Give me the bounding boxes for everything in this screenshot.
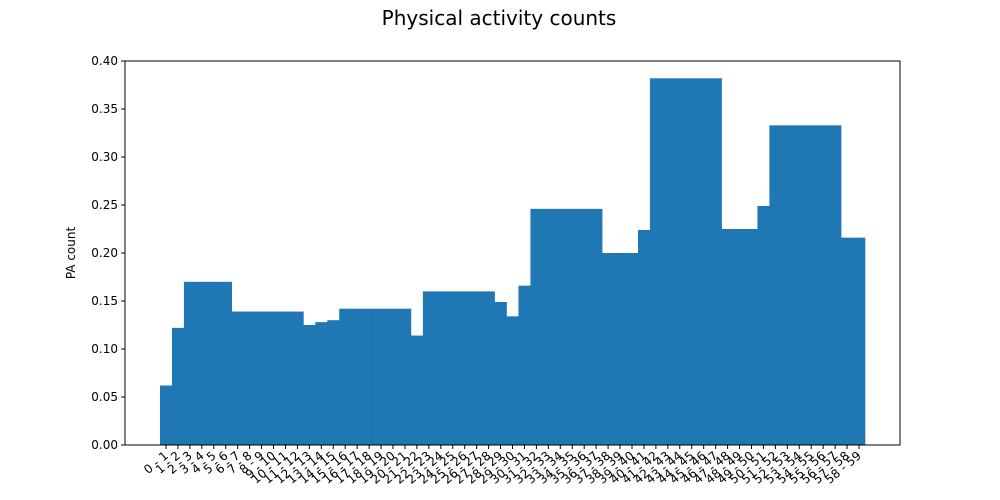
bar-42 xyxy=(661,78,675,445)
bar-41 xyxy=(649,78,663,445)
bar-40 xyxy=(637,229,651,445)
bar-29 xyxy=(506,316,519,445)
bar-15 xyxy=(339,308,352,445)
bar-46 xyxy=(709,78,722,445)
chart-title: Physical activity counts xyxy=(382,6,617,30)
y-tick-label: 0.15 xyxy=(91,294,118,308)
bar-32 xyxy=(542,208,555,445)
bar-10 xyxy=(279,311,292,445)
bar-57 xyxy=(841,237,854,445)
bar-1 xyxy=(171,327,185,445)
bar-20 xyxy=(398,308,412,445)
bar-39 xyxy=(626,253,639,445)
bar-8 xyxy=(255,311,268,445)
bar-47 xyxy=(721,229,734,445)
bar-18 xyxy=(375,308,388,445)
bar-7 xyxy=(243,311,256,445)
bar-2 xyxy=(183,281,197,445)
bar-19 xyxy=(387,308,400,445)
bar-43 xyxy=(673,78,687,445)
bar-56 xyxy=(829,125,842,445)
bar-33 xyxy=(554,208,567,445)
bar-55 xyxy=(817,125,830,445)
bar-52 xyxy=(781,125,794,445)
bar-45 xyxy=(697,78,710,445)
bar-31 xyxy=(530,208,543,445)
bar-13 xyxy=(315,322,328,445)
y-tick-label: 0.35 xyxy=(91,102,118,116)
bar-58 xyxy=(853,237,866,445)
y-tick-label: 0.20 xyxy=(91,246,118,260)
bar-16 xyxy=(351,308,364,445)
bar-25 xyxy=(458,291,471,445)
bar-36 xyxy=(590,208,603,445)
bar-14 xyxy=(327,320,340,445)
bar-49 xyxy=(745,229,758,445)
bar-4 xyxy=(207,281,221,445)
bar-24 xyxy=(446,291,460,445)
bar-3 xyxy=(195,281,209,445)
bar-22 xyxy=(422,291,436,445)
bar-9 xyxy=(267,311,280,445)
bar-54 xyxy=(805,125,818,445)
y-tick-label: 0.40 xyxy=(91,54,118,68)
bar-50 xyxy=(757,205,770,445)
y-axis-label: PA count xyxy=(64,227,78,280)
bar-23 xyxy=(434,291,448,445)
bar-38 xyxy=(614,253,627,445)
y-tick-label: 0.30 xyxy=(91,150,118,164)
bars-group xyxy=(160,78,866,445)
bar-5 xyxy=(219,281,232,445)
bar-35 xyxy=(578,208,591,445)
y-tick-label: 0.05 xyxy=(91,390,118,404)
y-tick-label: 0.25 xyxy=(91,198,118,212)
bar-11 xyxy=(291,311,304,445)
bar-12 xyxy=(303,325,316,445)
y-axis: 0.00 0.05 0.10 0.15 0.20 0.25 0.30 0.35 0.40 xyxy=(91,54,125,452)
bar-6 xyxy=(231,311,244,445)
bar-21 xyxy=(410,335,424,445)
bar-51 xyxy=(769,125,782,445)
bar-30 xyxy=(518,285,531,445)
bar-53 xyxy=(793,125,806,445)
bar-37 xyxy=(602,253,615,445)
bar-34 xyxy=(566,208,579,445)
bar-17 xyxy=(363,308,376,445)
bar-48 xyxy=(733,229,746,445)
bar-27 xyxy=(482,291,495,445)
bar-44 xyxy=(685,78,699,445)
bar-26 xyxy=(470,291,483,445)
y-tick-label: 0.10 xyxy=(91,342,118,356)
bar-0 xyxy=(160,385,173,445)
bar-28 xyxy=(494,301,507,445)
y-tick-label: 0.00 xyxy=(91,438,118,452)
